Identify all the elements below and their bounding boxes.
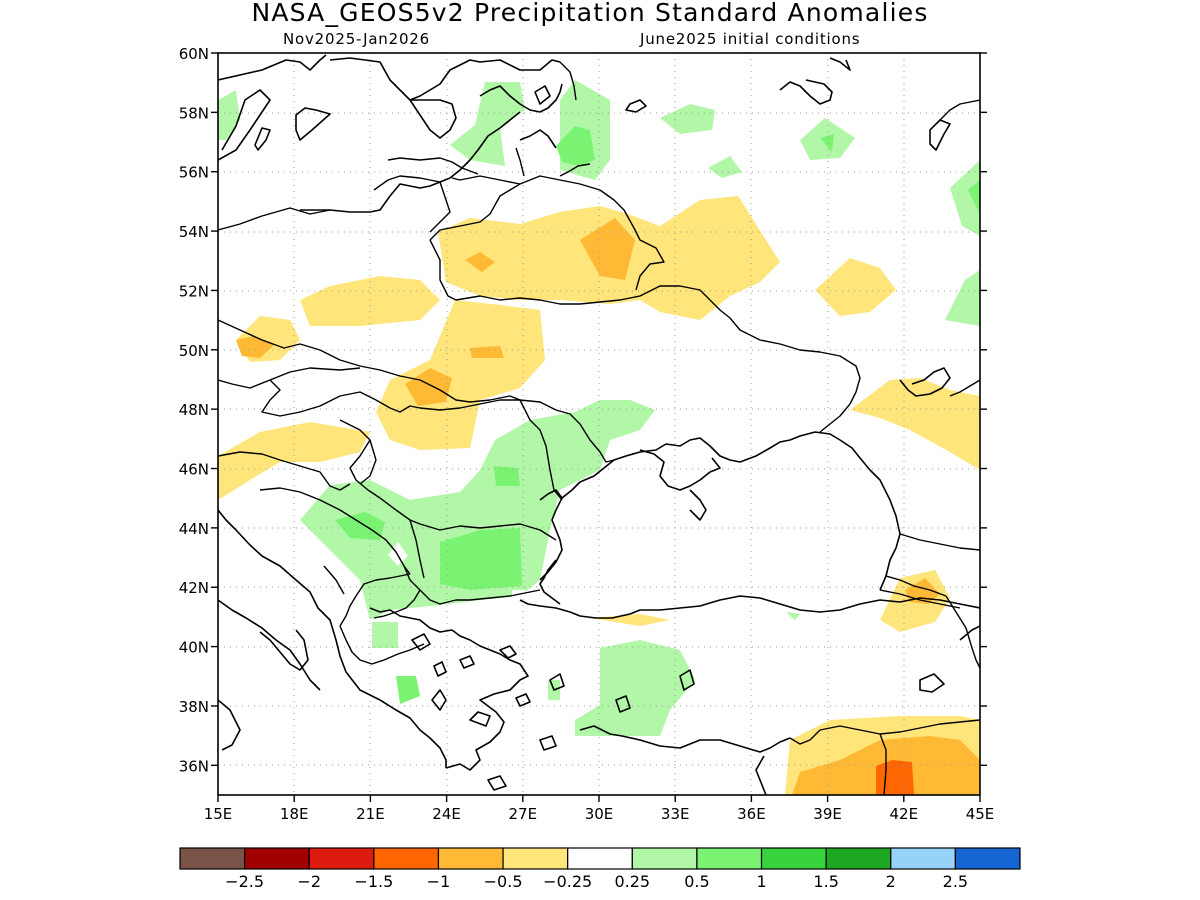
lon-tick-label: 42E xyxy=(890,805,919,823)
lat-tick-label: 60N xyxy=(179,45,209,63)
lat-tick-label: 48N xyxy=(179,401,209,419)
colorbar-swatch xyxy=(760,847,827,870)
subtitle-period: Nov2025-Jan2026 xyxy=(283,30,430,48)
lat-tick-label: 58N xyxy=(179,104,209,122)
lat-tick-label: 44N xyxy=(179,520,209,538)
lon-tick-label: 33E xyxy=(661,805,690,823)
colorbar-swatch xyxy=(437,847,504,870)
colorbar-swatch xyxy=(631,847,698,870)
lat-tick-label: 46N xyxy=(179,461,209,479)
colorbar-label: −1 xyxy=(427,872,451,891)
lat-tick-label: 52N xyxy=(179,282,209,300)
lat-tick-label: 42N xyxy=(179,579,209,597)
lat-tick-label: 38N xyxy=(179,698,209,716)
longitude-axis: 15E 18E 21E 24E 27E 30E 33E 36E 39E 42E 45E xyxy=(204,795,995,823)
colorbar-swatch xyxy=(696,847,763,870)
lon-tick-label: 21E xyxy=(356,805,385,823)
colorbar-swatch xyxy=(502,847,569,870)
colorbar-swatch xyxy=(373,847,440,870)
subtitle-initial-conditions: June2025 initial conditions xyxy=(639,30,860,48)
colorbar-label: 2 xyxy=(886,872,896,891)
wet-anomaly-fills xyxy=(218,80,980,736)
colorbar-label: −2.5 xyxy=(225,872,264,891)
latitude-axis: 60N 58N 56N 54N 52N 50N 48N 46N 44N 42N 40N 38N 36N xyxy=(179,45,987,775)
lon-tick-label: 30E xyxy=(585,805,614,823)
colorbar-swatch xyxy=(308,847,375,870)
colorbar-label: 1 xyxy=(756,872,766,891)
lon-tick-label: 39E xyxy=(813,805,842,823)
lat-tick-label: 56N xyxy=(179,164,209,182)
colorbar-swatch xyxy=(954,847,1021,870)
colorbar-label: −0.5 xyxy=(484,872,523,891)
lon-tick-label: 36E xyxy=(737,805,766,823)
lat-tick-label: 36N xyxy=(179,757,209,775)
plot-area xyxy=(218,53,980,795)
lat-tick-label: 54N xyxy=(179,223,209,241)
colorbar-legend: −2.5 −2 −1.5 −1 −0.5 −0.25 0.25 0.5 1 1.5 2 2.5 xyxy=(179,847,1021,891)
coastlines xyxy=(218,54,980,795)
colorbar-label: 0.25 xyxy=(614,872,650,891)
lon-tick-label: 45E xyxy=(966,805,995,823)
colorbar-label: −2 xyxy=(297,872,321,891)
lon-tick-label: 27E xyxy=(509,805,538,823)
lon-tick-label: 15E xyxy=(204,805,233,823)
colorbar-swatch xyxy=(825,847,892,870)
map-title: NASA_GEOS5v2 Precipitation Standard Anom… xyxy=(251,0,928,27)
colorbar-swatch xyxy=(567,847,633,870)
colorbar-swatch xyxy=(890,847,956,870)
colorbar-label: 2.5 xyxy=(943,872,968,891)
colorbar-swatch xyxy=(179,847,246,870)
lat-tick-label: 50N xyxy=(179,342,209,360)
graticule xyxy=(218,53,980,795)
colorbar-label: 1.5 xyxy=(813,872,838,891)
colorbar-label: −1.5 xyxy=(354,872,393,891)
colorbar-label: −0.25 xyxy=(543,872,592,891)
national-borders xyxy=(218,61,980,795)
lon-tick-label: 18E xyxy=(280,805,309,823)
colorbar-label: 0.5 xyxy=(684,872,709,891)
colorbar-swatch xyxy=(244,847,310,870)
lat-tick-label: 40N xyxy=(179,639,209,657)
lon-tick-label: 24E xyxy=(432,805,461,823)
